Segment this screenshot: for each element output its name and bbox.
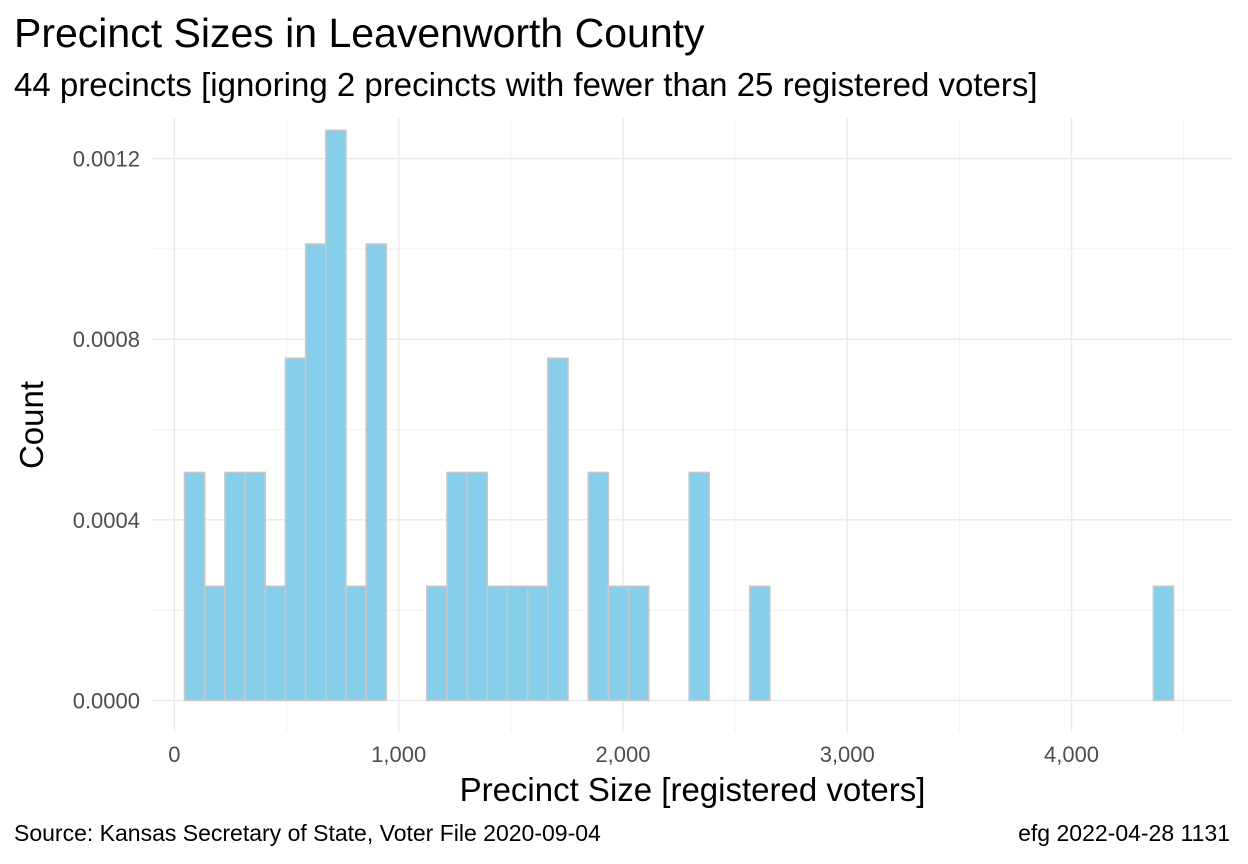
histogram-bar — [547, 357, 569, 702]
histogram-bar — [224, 471, 246, 702]
y-tick-label: 0.0004 — [73, 508, 140, 533]
source-caption: Source: Kansas Secretary of State, Voter… — [14, 820, 601, 846]
histogram-bar — [1152, 585, 1175, 702]
chart-subtitle: 44 precincts [ignoring 2 precincts with … — [14, 66, 1038, 103]
x-tick-label: 3,000 — [820, 742, 875, 767]
histogram-bar — [284, 357, 307, 702]
histogram-bar — [688, 471, 711, 702]
x-tick-label: 2,000 — [595, 742, 650, 767]
histogram-bar — [466, 471, 489, 702]
histogram-bar — [627, 585, 650, 702]
y-axis-title: Count — [13, 381, 50, 469]
x-axis-title: Precinct Size [registered voters] — [460, 771, 926, 808]
histogram-bar — [345, 585, 367, 702]
bars — [183, 129, 1175, 702]
histogram-bar — [425, 585, 448, 702]
y-tick-label: 0.0012 — [73, 147, 140, 172]
histogram-bar — [325, 129, 347, 702]
y-tick-label: 0.0008 — [73, 327, 140, 352]
y-tick-label: 0.0000 — [73, 688, 140, 713]
histogram-bar — [526, 585, 549, 702]
histogram-bar — [607, 585, 630, 702]
histogram-bar — [587, 471, 610, 702]
histogram-bar — [486, 585, 509, 702]
histogram-bar — [203, 585, 226, 702]
credit-caption: efg 2022-04-28 1131 — [1018, 820, 1230, 846]
histogram-bar — [506, 585, 529, 702]
x-tick-label: 1,000 — [371, 742, 426, 767]
y-axis-ticks: 0.0000 0.0004 0.0008 0.0012 — [73, 147, 140, 714]
histogram-bar — [446, 471, 468, 702]
histogram-bar — [244, 471, 267, 702]
histogram-bar — [365, 243, 388, 702]
x-tick-label: 0 — [168, 742, 180, 767]
histogram-bar — [748, 585, 771, 702]
x-axis-ticks: 0 1,000 2,000 3,000 4,000 — [168, 742, 1099, 767]
histogram-bar — [183, 471, 206, 702]
x-tick-label: 4,000 — [1044, 742, 1099, 767]
histogram-bar — [264, 585, 287, 702]
histogram-bar — [304, 243, 327, 702]
chart-title: Precinct Sizes in Leavenworth County — [14, 10, 705, 56]
